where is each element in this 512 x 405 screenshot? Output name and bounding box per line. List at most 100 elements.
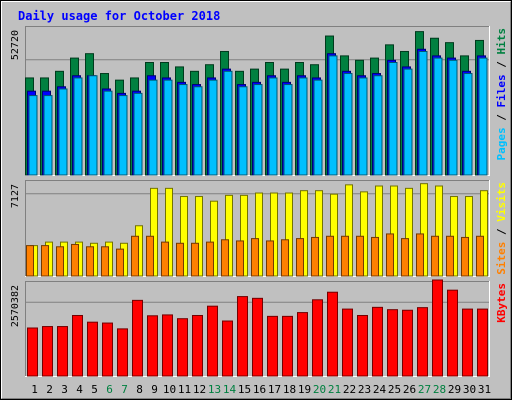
bar-sites [206,241,214,277]
bar-pages [433,57,443,176]
bar-kbytes [357,314,368,377]
day-label: 15 [238,383,251,396]
series-sites [26,233,484,277]
bar-pages [388,62,398,176]
bar-sites [341,235,349,277]
bar-pages [58,88,68,176]
bar-kbytes [72,314,83,377]
day-label: 24 [373,383,387,396]
day-label: 19 [298,383,311,396]
bar-kbytes [327,291,338,377]
axis-label-pages: Pages [495,127,508,160]
bar-sites [26,245,34,277]
panel-tick-label: 7127 [10,184,21,208]
bar-sites [86,246,94,277]
axis-label-separator: / [495,108,508,128]
day-label: 27 [418,383,431,396]
bar-sites [371,236,379,277]
panel-axis-label: Pages / Files / Hits [495,28,508,161]
bar-pages [73,77,83,176]
bar-pages [28,95,38,176]
bar-sites [401,238,409,277]
day-label: 13 [208,383,221,396]
day-label: 6 [106,383,113,396]
bar-sites [311,236,319,277]
bar-kbytes [222,320,233,377]
bar-sites [71,243,79,277]
bar-pages [313,79,323,176]
bar-sites [251,238,259,277]
bar-kbytes [42,326,53,377]
day-label: 1 [31,383,38,396]
day-label: 17 [268,383,281,396]
bar-pages [208,79,218,176]
bar-pages [463,73,473,176]
day-label: 16 [253,383,266,396]
bar-kbytes [162,314,173,377]
bar-sites [191,242,199,277]
axis-label-separator: / [495,222,508,242]
bar-kbytes [102,322,113,377]
panel-tick-label: 52720 [10,30,21,60]
bar-pages [448,59,458,176]
bar-sites [416,233,424,277]
bar-pages [118,95,128,176]
panel-tick-label: 2570382 [10,285,21,327]
axis-label-sites: Sites [495,242,508,275]
bar-kbytes [177,318,188,377]
bar-kbytes [477,308,488,377]
bar-sites [281,239,289,277]
day-label: 21 [328,383,341,396]
bar-sites [116,248,124,277]
axis-label-hits: Hits [495,28,508,55]
bar-kbytes [342,308,353,377]
axis-label-kbytes: KBytes [495,283,508,323]
bar-sites [326,235,334,277]
day-label: 2 [46,383,53,396]
bar-kbytes [117,328,128,377]
axis-label-files: Files [495,74,508,107]
axis-label-visits: Visits [495,182,508,222]
panel-visits-sites: 7127 Sites / Visits [10,180,508,277]
bar-sites [446,235,454,277]
day-label: 14 [223,383,237,396]
series-kbytes [27,279,488,377]
bar-kbytes [417,307,428,377]
bar-kbytes [312,299,323,377]
day-label: 26 [403,383,416,396]
bar-kbytes [147,315,158,377]
day-label: 25 [388,383,401,396]
panel-hits-files-pages: 52720 Pages / Files / Hits [10,26,508,176]
bar-sites [101,246,109,277]
day-label: 11 [178,383,191,396]
bar-kbytes [387,309,398,377]
day-label: 5 [91,383,98,396]
day-label: 8 [136,383,143,396]
day-label: 9 [151,383,158,396]
bar-pages [283,84,293,176]
bar-pages [238,86,248,176]
bar-pages [253,84,263,176]
day-label: 10 [163,383,176,396]
bar-kbytes [267,315,278,377]
bar-sites [131,235,139,277]
bar-sites [386,233,394,277]
panel-kbytes: 2570382 KBytes [10,279,508,377]
day-label: 12 [193,383,206,396]
bar-pages [163,79,173,176]
bar-kbytes [432,279,443,377]
bar-kbytes [207,305,218,377]
bar-pages [133,92,143,176]
day-label: 23 [358,383,371,396]
bar-kbytes [372,306,383,377]
bar-kbytes [192,314,203,377]
bar-pages [148,79,158,176]
day-label: 7 [121,383,128,396]
series-pages [28,50,488,176]
bar-kbytes [297,312,308,377]
bar-sites [356,235,364,277]
bar-kbytes [87,321,98,377]
bar-pages [343,73,353,176]
axis-label-separator: / [495,55,508,75]
bar-kbytes [27,327,38,377]
